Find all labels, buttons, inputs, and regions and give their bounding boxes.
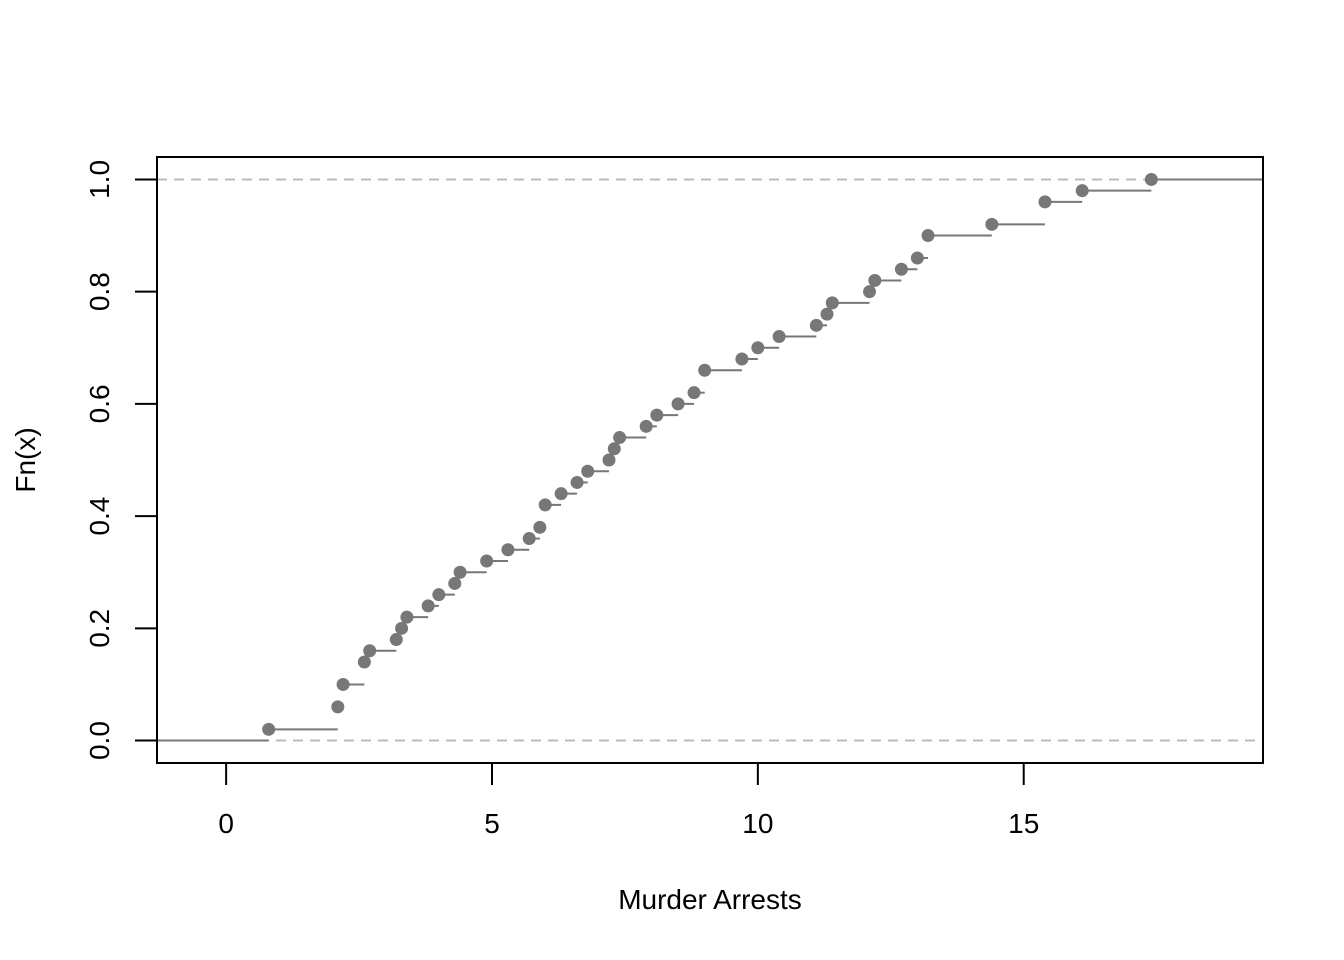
y-tick-label: 0.4 bbox=[84, 497, 115, 536]
data-point bbox=[395, 621, 409, 635]
data-point bbox=[432, 588, 446, 602]
data-point bbox=[602, 453, 616, 467]
data-point bbox=[331, 700, 345, 714]
data-point bbox=[650, 408, 664, 422]
x-axis: 0 5 10 15 bbox=[218, 762, 1039, 839]
data-point bbox=[262, 722, 276, 736]
data-points bbox=[262, 172, 1158, 736]
data-point bbox=[751, 341, 765, 355]
data-point bbox=[1038, 195, 1052, 209]
data-point bbox=[698, 363, 712, 377]
data-point bbox=[533, 520, 547, 534]
data-point bbox=[607, 442, 621, 456]
data-point bbox=[910, 251, 924, 265]
data-point bbox=[613, 431, 627, 445]
data-point bbox=[480, 554, 494, 568]
x-tick-label: 15 bbox=[1008, 808, 1039, 839]
data-point bbox=[671, 397, 685, 411]
x-tick-label: 10 bbox=[742, 808, 773, 839]
data-point bbox=[501, 543, 515, 557]
data-point bbox=[1075, 184, 1089, 198]
y-axis: 0.0 0.2 0.4 0.6 0.8 1.0 bbox=[84, 160, 158, 760]
data-point bbox=[363, 644, 377, 658]
y-tick-label: 0.8 bbox=[84, 272, 115, 311]
data-point bbox=[554, 487, 568, 501]
data-point bbox=[421, 599, 435, 613]
x-axis-label: Murder Arrests bbox=[618, 884, 802, 915]
data-point bbox=[639, 419, 653, 433]
data-point bbox=[820, 307, 834, 321]
y-tick-label: 0.0 bbox=[84, 721, 115, 760]
data-point bbox=[921, 229, 935, 243]
y-tick-label: 0.6 bbox=[84, 384, 115, 423]
data-point bbox=[389, 633, 403, 647]
data-point bbox=[1144, 172, 1158, 186]
data-point bbox=[863, 285, 877, 299]
data-point bbox=[868, 273, 882, 287]
data-point bbox=[809, 318, 823, 332]
data-point bbox=[538, 498, 552, 512]
data-point bbox=[825, 296, 839, 310]
data-point bbox=[522, 532, 536, 546]
step-lines bbox=[157, 178, 1263, 742]
data-point bbox=[985, 217, 999, 231]
data-point bbox=[357, 655, 371, 669]
plot-frame bbox=[156, 156, 1264, 764]
data-point bbox=[735, 352, 749, 366]
reference-lines bbox=[157, 178, 1263, 742]
data-point bbox=[581, 464, 595, 478]
y-tick-label: 0.2 bbox=[84, 609, 115, 648]
x-tick-label: 0 bbox=[218, 808, 234, 839]
data-point bbox=[894, 262, 908, 276]
data-point bbox=[453, 565, 467, 579]
y-axis-label: Fn(x) bbox=[10, 427, 41, 492]
y-tick-label: 1.0 bbox=[84, 160, 115, 199]
data-point bbox=[772, 330, 786, 344]
data-point bbox=[336, 677, 350, 691]
data-point bbox=[400, 610, 414, 624]
data-point bbox=[570, 475, 584, 489]
data-point bbox=[687, 386, 701, 400]
data-point bbox=[448, 576, 462, 590]
x-tick-label: 5 bbox=[484, 808, 500, 839]
